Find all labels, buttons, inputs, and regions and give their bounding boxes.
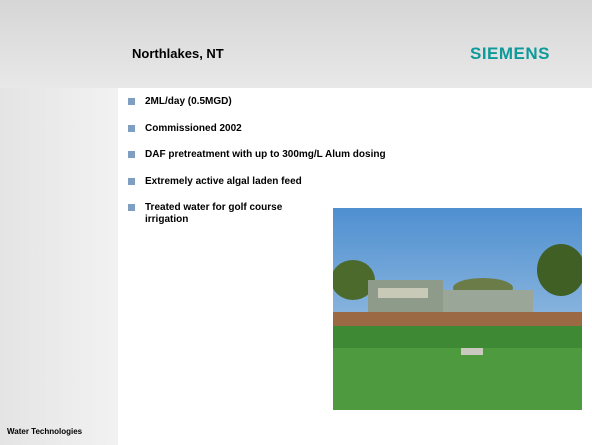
photo (333, 208, 582, 410)
bullet: DAF pretreatment with up to 300mg/L Alum… (128, 149, 328, 161)
footer: Water Technologies (7, 427, 82, 436)
logo: SIEMENS (470, 44, 550, 64)
bullet: Commissioned 2002 (128, 123, 328, 135)
bullet-list: 2ML/day (0.5MGD) Commissioned 2002 DAF pre… (128, 96, 328, 241)
bullet: Extremely active algal laden feed (128, 176, 328, 188)
slide-title: Northlakes, NT (132, 46, 224, 61)
bullet: 2ML/day (0.5MGD) (128, 96, 328, 108)
slide: Northlakes, NT SIEMENS 2ML/day (0.5MGD) C… (0, 0, 592, 445)
bullet: Treated water for golf course irrigation (128, 202, 328, 226)
